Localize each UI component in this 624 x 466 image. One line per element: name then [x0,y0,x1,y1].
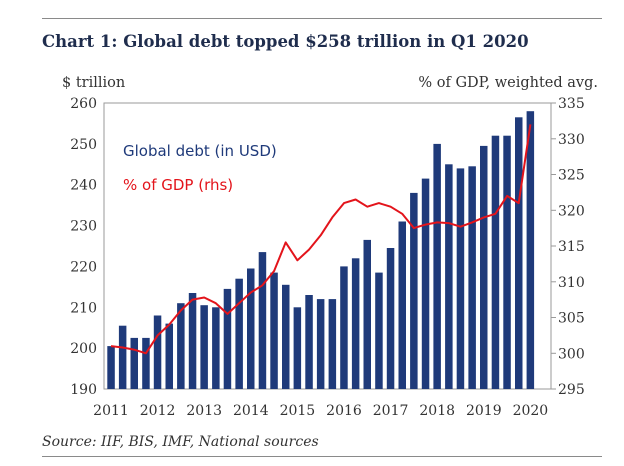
bar-28 [433,143,441,389]
x-tick-label-7: 2018 [419,403,455,419]
left-tick-label-4: 230 [70,219,97,235]
bar-14 [270,272,278,389]
bar-6 [177,303,185,389]
bar-24 [386,248,395,389]
left-tick-label-1: 200 [70,341,97,357]
bar-34 [503,135,511,389]
bar-27 [421,178,430,389]
bar-18 [316,299,325,389]
bar-0 [107,346,115,389]
left-tick-label-5: 240 [70,178,97,194]
bar-29 [445,164,453,389]
bar-22 [363,239,371,389]
bar-15 [282,284,290,389]
chart-title: Chart 1: Global debt topped $258 trillio… [42,32,529,51]
right-axis: 295 300 305 310 315 320 325 330 335 [551,96,585,398]
bar-25 [398,221,406,389]
bar-21 [351,258,360,389]
bar-23 [375,272,383,389]
left-tick-label-7: 260 [70,96,97,112]
bar-36 [526,111,535,389]
bar-8 [200,305,208,389]
x-tick-label-9: 2020 [513,403,549,419]
left-axis: 190 200 210 220 230 240 250 260 [70,96,97,398]
bar-26 [410,192,418,389]
top-rule [42,18,602,19]
right-tick-label-8: 335 [558,96,585,112]
bar-9 [212,307,220,389]
right-axis-unit: % of GDP, weighted avg. [418,75,598,91]
bar-20 [340,266,348,389]
x-tick-label-4: 2015 [280,403,316,419]
right-tick-label-0: 295 [558,382,585,398]
x-tick-label-1: 2012 [140,403,176,419]
left-axis-unit: $ trillion [62,75,126,91]
x-tick-label-6: 2017 [373,403,409,419]
left-tick-label-6: 250 [70,137,97,153]
bar-17 [305,295,313,389]
bar-5 [165,323,173,389]
legend: Global debt (in USD) % of GDP (rhs) [123,142,277,194]
left-tick-label-3: 220 [70,259,97,275]
right-tick-label-7: 330 [558,132,585,148]
bar-33 [491,135,500,389]
bar-10 [223,288,232,389]
x-tick-label-3: 2014 [233,403,269,419]
bar-19 [328,299,337,389]
bar-31 [468,166,476,389]
bar-series [107,111,535,390]
bar-11 [235,278,243,389]
pct-gdp-line [110,124,532,355]
x-tick-label-5: 2016 [326,403,362,419]
bar-13 [258,252,267,389]
line-series [110,124,532,355]
right-tick-label-4: 315 [558,239,585,255]
right-tick-label-3: 310 [558,275,585,291]
right-tick-label-5: 320 [558,203,585,219]
bottom-rule [42,456,602,457]
bar-3 [142,337,150,389]
x-axis: 2011 2012 2013 2014 2015 2016 2017 2018 2019 2020 [93,403,548,419]
left-tick-label-0: 190 [70,382,97,398]
legend-pct-gdp: % of GDP (rhs) [123,176,233,194]
right-tick-label-6: 325 [558,168,585,184]
source-note: Source: IIF, BIS, IMF, National sources [42,434,319,450]
bar-1 [118,325,127,389]
right-tick-label-1: 300 [558,346,585,362]
bar-30 [456,168,465,389]
x-tick-label-2: 2013 [186,403,222,419]
legend-global-debt: Global debt (in USD) [123,142,277,160]
right-tick-label-2: 305 [558,311,585,327]
bar-2 [130,337,138,389]
bar-16 [293,307,302,389]
x-tick-label-0: 2011 [93,403,129,419]
bar-35 [515,117,523,390]
x-tick-label-8: 2019 [466,403,502,419]
bar-12 [247,268,255,389]
bar-7 [188,293,197,389]
bar-32 [480,145,488,389]
bar-4 [153,315,162,389]
left-tick-label-2: 210 [70,300,97,316]
